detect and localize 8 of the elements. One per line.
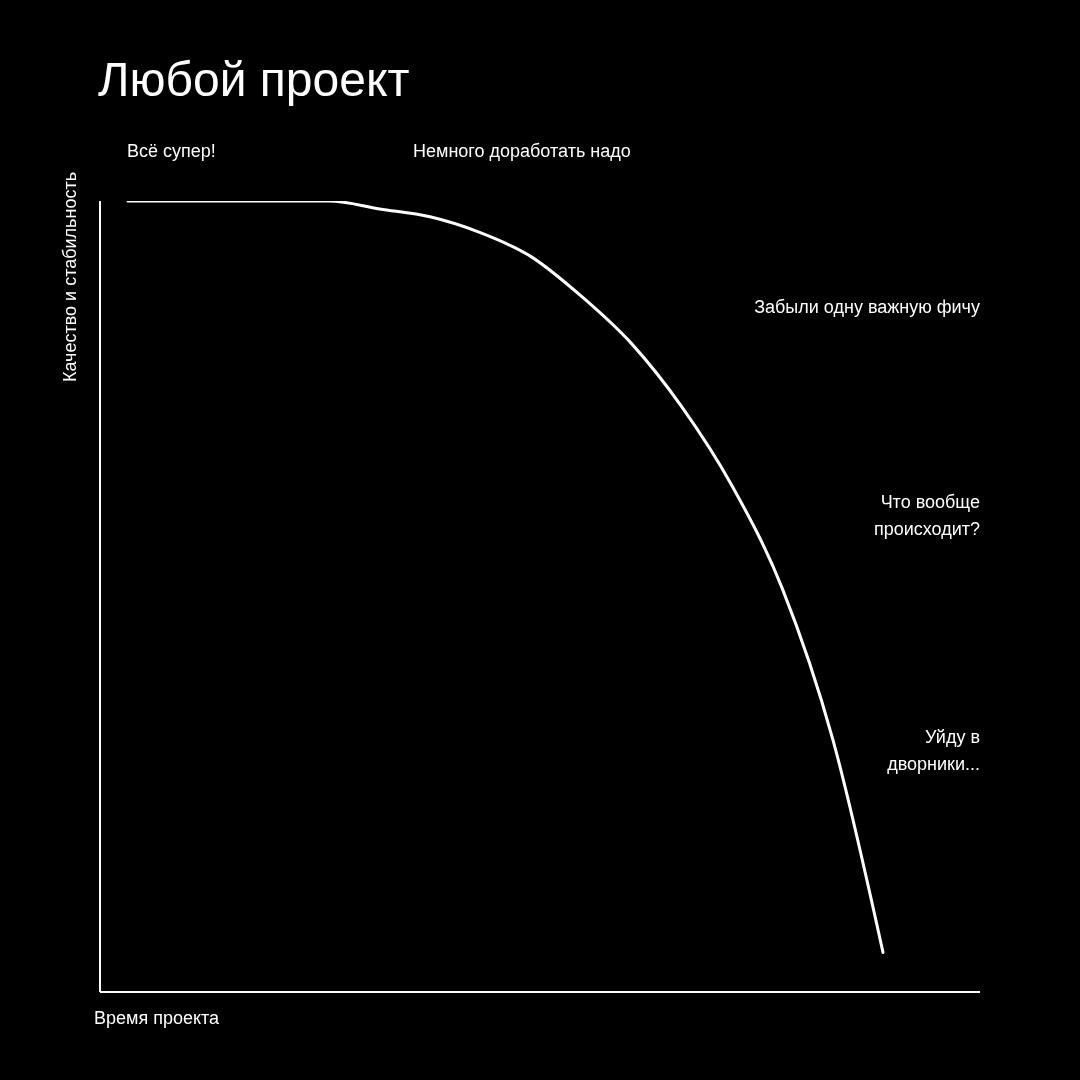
- x-axis-title: Время проекта: [94, 1008, 220, 1029]
- y-axis-title: Качество и стабильность: [60, 171, 81, 382]
- chart-title: Любой проект: [98, 52, 410, 107]
- annotation: Что вообще происходит?: [872, 491, 980, 541]
- annotation: Забыли одну важную фичу: [754, 296, 980, 319]
- text: Немного доработать надо: [413, 140, 631, 163]
- annotation: Уйду в дворники...: [886, 726, 980, 776]
- text: Всё супер!: [127, 140, 216, 163]
